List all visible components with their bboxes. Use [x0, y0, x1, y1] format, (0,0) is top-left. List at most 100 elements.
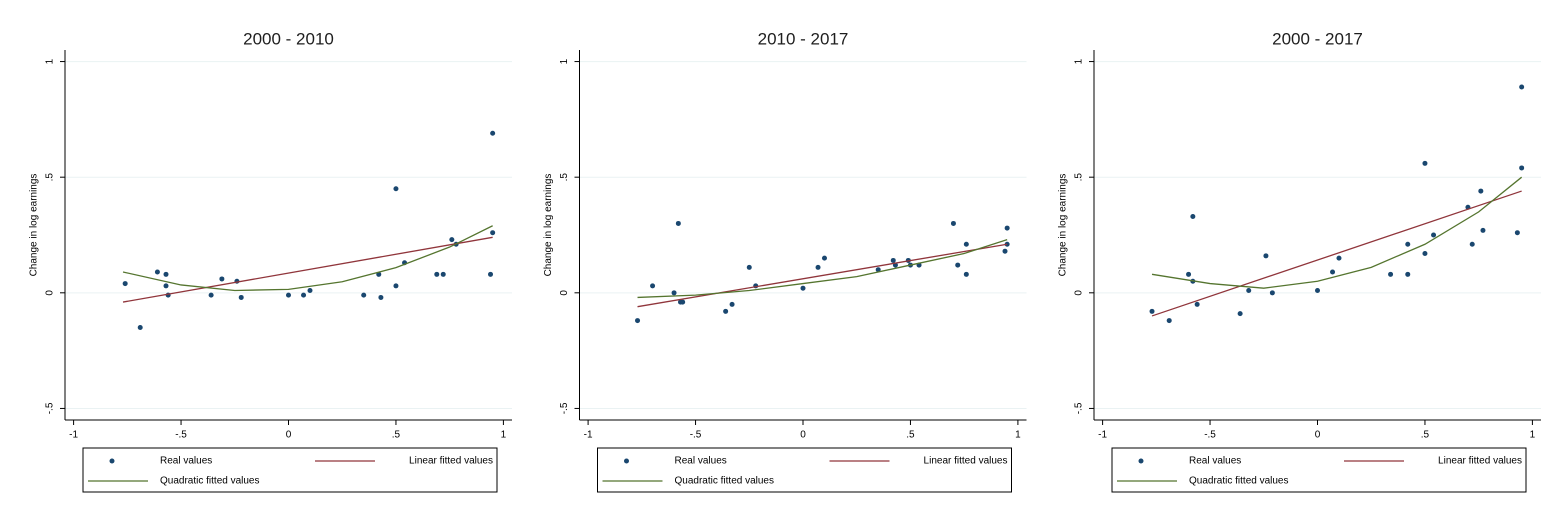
- data-point: [490, 130, 496, 136]
- data-point: [1330, 269, 1336, 275]
- data-point: [434, 271, 440, 277]
- data-point: [821, 255, 827, 261]
- y-tick-label: .5: [559, 173, 570, 182]
- fit-line: [122, 225, 493, 292]
- y-tick-label: 1: [1074, 58, 1085, 64]
- x-tick-label: -1: [1098, 430, 1107, 441]
- panel-title: 2000 - 2010: [243, 29, 334, 48]
- y-tick-label: 0: [45, 290, 56, 296]
- x-tick-label: 1: [1015, 430, 1021, 441]
- data-point: [1315, 288, 1320, 293]
- data-point: [1480, 227, 1486, 233]
- y-tick-label: -.5: [1074, 402, 1085, 414]
- data-point: [1431, 232, 1437, 238]
- legend-label: Linear fitted values: [409, 456, 493, 467]
- data-point: [955, 262, 961, 268]
- legend-label: Quadratic fitted values: [1189, 476, 1289, 487]
- data-point: [1405, 241, 1411, 247]
- data-point: [1336, 255, 1342, 261]
- fit-line: [122, 236, 493, 303]
- fit-line: [637, 239, 1008, 299]
- data-point: [1190, 214, 1196, 219]
- data-point: [800, 285, 806, 291]
- x-tick-label: -.5: [175, 430, 187, 441]
- x-tick-label: 0: [286, 430, 292, 441]
- data-point: [137, 325, 143, 330]
- legend-box: [82, 447, 498, 493]
- panel: 2000 - 2017 Change in log earnings -.5 0 .5 1…: [1058, 29, 1541, 493]
- legend-box: [597, 447, 1012, 493]
- legend-label: Real values: [1189, 456, 1241, 467]
- x-tick-label: 0: [1315, 430, 1321, 441]
- x-tick-label: -.5: [1204, 430, 1216, 441]
- data-point: [746, 264, 752, 270]
- y-tick-label: .5: [45, 173, 56, 182]
- data-point: [449, 237, 455, 243]
- legend-marker: [109, 458, 115, 464]
- data-point: [307, 288, 313, 293]
- data-point: [650, 283, 656, 289]
- data-point: [729, 301, 735, 307]
- data-point: [1004, 225, 1010, 231]
- data-point: [238, 294, 244, 300]
- fit-line: [1151, 190, 1522, 317]
- data-point: [1469, 241, 1475, 247]
- x-tick-label: .5: [906, 430, 915, 441]
- x-tick-label: .5: [1421, 430, 1430, 441]
- data-point: [163, 271, 169, 277]
- data-point: [393, 283, 399, 289]
- x-tick-label: 0: [800, 430, 806, 441]
- data-point: [1166, 318, 1172, 324]
- y-axis-title: Change in log earnings: [1058, 174, 1069, 277]
- data-point: [440, 271, 446, 277]
- data-point: [208, 292, 214, 298]
- data-point: [490, 230, 496, 236]
- data-point: [1004, 241, 1010, 247]
- data-point: [1149, 308, 1155, 314]
- data-point: [1194, 301, 1200, 307]
- data-point: [890, 257, 896, 263]
- data-point: [723, 308, 729, 314]
- legend-label: Quadratic fitted values: [160, 476, 260, 487]
- data-point: [963, 271, 969, 277]
- x-tick-label: 1: [1530, 430, 1536, 441]
- data-point: [393, 186, 399, 192]
- data-point: [815, 264, 821, 270]
- data-point: [154, 269, 160, 275]
- legend-box: [1111, 447, 1527, 493]
- data-point: [680, 299, 686, 305]
- data-point: [1514, 230, 1520, 236]
- data-point: [1478, 188, 1484, 194]
- panel-title: 2010 - 2017: [758, 29, 849, 48]
- data-point: [488, 271, 494, 277]
- x-tick-label: -1: [584, 430, 593, 441]
- data-point: [671, 290, 677, 296]
- legend-label: Linear fitted values: [1438, 456, 1522, 467]
- data-point: [963, 241, 969, 247]
- y-tick-label: 1: [559, 58, 570, 64]
- data-point: [1269, 290, 1275, 296]
- data-point: [1237, 311, 1243, 317]
- data-point: [122, 281, 128, 287]
- y-axis-title: Change in log earnings: [543, 174, 554, 277]
- fit-line: [637, 243, 1008, 308]
- data-point: [1186, 271, 1192, 277]
- legend-marker: [1138, 458, 1144, 464]
- y-tick-label: 1: [45, 58, 56, 64]
- panel: 2000 - 2010 Change in log earnings -.5 0 .5 1…: [29, 29, 512, 493]
- x-tick-label: -.5: [690, 430, 702, 441]
- data-point: [635, 318, 641, 324]
- x-tick-label: 1: [501, 430, 507, 441]
- data-point: [875, 267, 881, 273]
- data-point: [163, 283, 169, 289]
- data-point: [1422, 160, 1428, 166]
- data-point: [675, 220, 681, 226]
- data-point: [286, 292, 291, 298]
- legend-label: Real values: [160, 456, 212, 467]
- data-point: [1519, 165, 1525, 171]
- legend-label: Real values: [675, 456, 727, 467]
- data-point: [219, 276, 225, 282]
- panel: 2010 - 2017 Change in log earnings -.5 0 .5 1…: [543, 29, 1027, 493]
